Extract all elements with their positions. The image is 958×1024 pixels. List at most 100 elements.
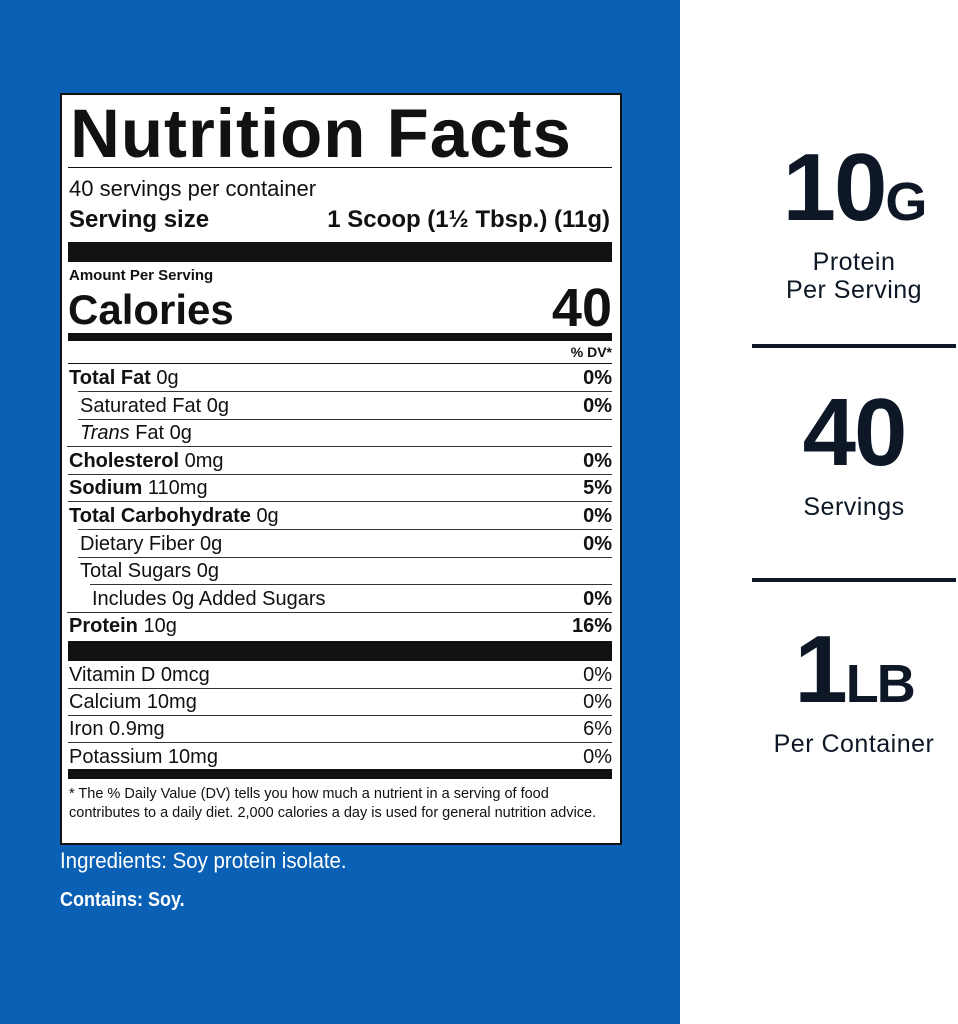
nutrition-label: Nutrition Facts 40 servings per containe… <box>60 93 622 845</box>
ingredients: Ingredients: Soy protein isolate. <box>60 848 347 873</box>
nutrient-amount: 110mg <box>147 477 208 500</box>
separator <box>752 344 956 348</box>
nutrient-dv: 0% <box>583 532 612 555</box>
highlight-caption: Per Container <box>752 730 956 758</box>
nutrient-amount: 0g <box>206 394 229 417</box>
vitamin-dv: 6% <box>583 718 612 741</box>
nutrient-row: Protein 10g <box>69 615 177 638</box>
nutrient-name: Fat <box>135 422 165 445</box>
rule <box>67 446 612 448</box>
nutrient-row: Cholesterol 0mg <box>69 450 224 473</box>
nutrient-amount: 0g <box>256 505 279 527</box>
nutrient-dv: 16% <box>571 615 612 638</box>
nutrient-row: Includes 0g Added Sugars <box>92 588 326 611</box>
nutrient-amount: 0g <box>200 532 223 555</box>
nutrient-amount: 10g <box>143 615 177 638</box>
highlight-caption: Protein Per Serving <box>752 248 956 304</box>
nutrient-name: Saturated Fat <box>80 394 202 417</box>
highlight-caption-line: Per Serving <box>785 276 923 304</box>
highlight-value: 40 <box>802 379 908 486</box>
rule <box>78 556 612 558</box>
nutrient-amount: 0g <box>156 367 179 389</box>
vitamin-dv: 0% <box>583 691 612 714</box>
rule <box>67 611 612 613</box>
nutrient-dv: 0% <box>583 367 612 389</box>
nutrient-amount: 0g <box>169 422 192 445</box>
vitamin-amount: 0mcg <box>160 664 210 686</box>
vitamin-row: Iron 0.9mg <box>69 718 165 741</box>
nutrient-name: Dietary Fiber <box>80 532 195 555</box>
highlight: 1LB Per Container <box>752 622 956 759</box>
contains: Contains: Soy. <box>60 889 185 911</box>
serving-size: 1 Scoop (1½ Tbsp.) (11g) <box>327 206 610 233</box>
vitamin-row: Calcium 10mg <box>69 691 197 714</box>
nutrient-name: Total Carbohydrate <box>69 505 251 527</box>
separator <box>752 578 956 582</box>
vitamin-name: Calcium <box>69 691 142 714</box>
highlight-unit: LB <box>845 654 916 714</box>
label-title: Nutrition Facts <box>70 95 572 172</box>
rule <box>68 363 612 364</box>
vitamin-row: Potassium 10mg <box>69 746 218 769</box>
nutrient-name: Includes 0g Added Sugars <box>92 587 326 610</box>
calories-value: 40 <box>551 278 612 338</box>
nutrient-row: Sodium 110mg <box>69 477 208 500</box>
vitamin-amount: 0.9mg <box>109 718 165 741</box>
nutrient-amount: 0mg <box>184 449 224 472</box>
highlight-caption-line: Per Container <box>773 730 935 758</box>
thick-rule <box>68 769 612 779</box>
nutrient-dv: 0% <box>583 587 612 610</box>
highlight-caption: Servings <box>752 493 956 521</box>
nutrient-row: Saturated Fat 0g <box>80 395 229 418</box>
footnote: * The % Daily Value (DV) tells you how m… <box>69 786 597 821</box>
rule <box>68 167 612 168</box>
nutrient-dv: 0% <box>583 394 612 417</box>
nutrient-name: Total Sugars <box>80 560 192 583</box>
highlight-value-line: 1LB <box>752 622 956 720</box>
vitamin-dv: 0% <box>583 745 612 768</box>
vitamin-dv: 0% <box>583 664 612 686</box>
vitamin-amount: 10mg <box>146 691 197 714</box>
highlight-value: 10 <box>782 134 888 241</box>
nutrient-name-italic: Trans <box>80 422 130 445</box>
highlight-caption-line: Servings <box>803 493 905 521</box>
rule <box>68 715 612 717</box>
rule <box>68 742 612 744</box>
nutrient-row: Total Fat 0g <box>69 367 179 390</box>
vitamin-name: Potassium <box>69 745 163 768</box>
rule <box>68 501 612 503</box>
thick-rule <box>68 333 612 341</box>
rule <box>90 584 612 586</box>
servings-per-container: 40 servings per container <box>69 176 317 201</box>
amount-per-serving: Amount Per Serving <box>69 267 214 284</box>
highlight-value: 1 <box>794 616 847 723</box>
highlight-value-line: 40 <box>752 385 956 483</box>
dv-header: % DV* <box>570 344 612 360</box>
rule <box>78 418 612 420</box>
vitamin-amount: 10mg <box>167 745 218 768</box>
calories-label: Calories <box>68 286 234 333</box>
rule <box>78 391 612 392</box>
serving-size-label: Serving size <box>69 206 210 233</box>
thick-rule <box>68 242 612 262</box>
nutrient-name: Total Fat <box>69 367 151 389</box>
highlight-value-line: 10G <box>752 140 956 238</box>
nutrient-name: Sodium <box>69 477 143 500</box>
highlight: 10G Protein Per Serving <box>752 140 956 305</box>
nutrient-dv: 0% <box>583 449 612 472</box>
nutrient-name: Cholesterol <box>69 449 180 472</box>
vitamin-row: Vitamin D 0mcg <box>69 664 210 687</box>
nutrient-amount: 0g <box>196 560 219 583</box>
nutrient-dv: 0% <box>583 505 612 527</box>
nutrient-row: Total Carbohydrate 0g <box>69 505 279 528</box>
nutrient-row: Trans Fat 0g <box>80 422 192 445</box>
nutrient-name: Protein <box>69 615 138 638</box>
nutrient-dv: 5% <box>583 477 612 500</box>
rule <box>68 473 612 475</box>
rule <box>78 529 612 530</box>
nutrient-row: Dietary Fiber 0g <box>80 533 222 556</box>
thick-rule <box>68 641 612 661</box>
nutrient-row: Total Sugars 0g <box>80 560 219 583</box>
vitamin-name: Vitamin D <box>69 664 156 686</box>
